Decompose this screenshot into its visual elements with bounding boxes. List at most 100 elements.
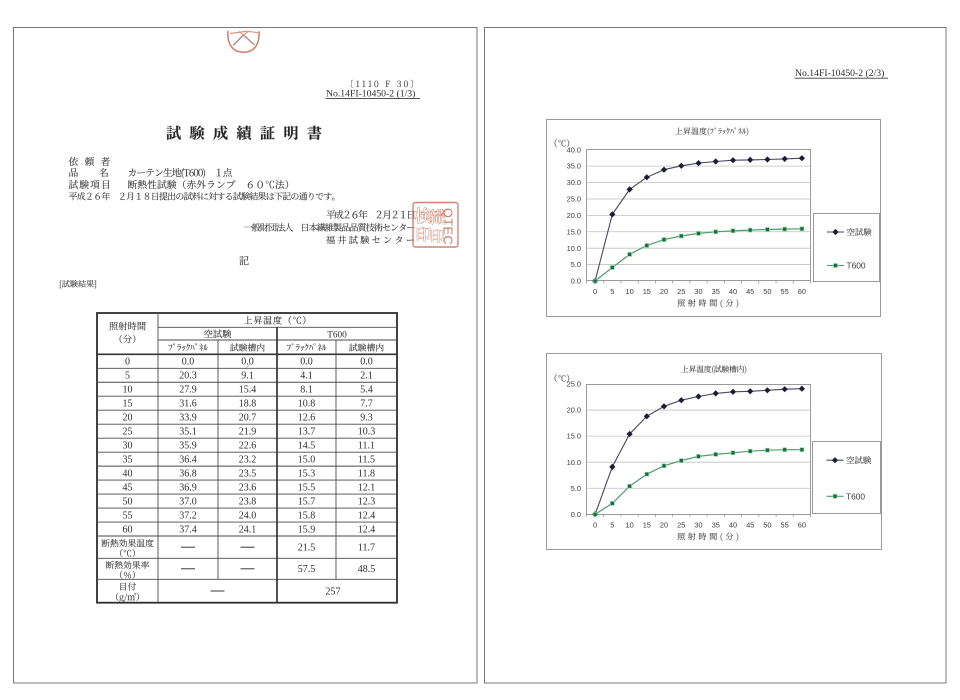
svg-text:0.0: 0.0 [571,510,581,519]
svg-text:35.0: 35.0 [567,162,581,171]
svg-text:12.1: 12.1 [358,482,376,493]
svg-text:20: 20 [660,287,668,296]
svg-text:40: 40 [729,287,737,296]
svg-text:30.0: 30.0 [567,178,581,187]
svg-text:5: 5 [125,371,130,382]
svg-text:11.8: 11.8 [358,469,375,480]
svg-text:14.5: 14.5 [298,441,316,452]
svg-text:15.9: 15.9 [298,524,316,535]
svg-text:5.0: 5.0 [571,484,581,493]
svg-text:30: 30 [694,287,702,296]
svg-text:21.5: 21.5 [298,543,316,554]
svg-text:10.0: 10.0 [567,458,581,467]
svg-text:15.5: 15.5 [298,482,316,493]
svg-text:20.7: 20.7 [239,413,257,424]
svg-text:4.1: 4.1 [300,371,313,382]
svg-text:8.1: 8.1 [300,385,313,396]
svg-text:33.9: 33.9 [179,413,197,424]
svg-text:30: 30 [694,521,702,530]
svg-text:20: 20 [123,413,133,424]
svg-text:15.7: 15.7 [298,496,316,507]
svg-text:12.4: 12.4 [358,510,376,521]
svg-text:9.3: 9.3 [360,413,373,424]
svg-text:0: 0 [593,521,597,530]
svg-text:50: 50 [763,521,771,530]
svg-text:5: 5 [610,521,614,530]
svg-text:55: 55 [781,287,789,296]
svg-text:60: 60 [798,521,806,530]
svg-text:21.9: 21.9 [239,427,257,438]
svg-text:0: 0 [125,357,130,368]
svg-text:5: 5 [610,287,614,296]
svg-text:55: 55 [781,521,789,530]
svg-text:20.3: 20.3 [179,371,197,382]
svg-text:15.0: 15.0 [567,432,581,441]
svg-text:11.7: 11.7 [358,543,375,554]
svg-text:7.7: 7.7 [360,399,373,410]
svg-text:25.0: 25.0 [567,380,581,389]
svg-text:0: 0 [593,287,597,296]
svg-text:10: 10 [625,287,633,296]
svg-text:31.6: 31.6 [179,399,197,410]
svg-text:0.0: 0.0 [360,357,373,368]
svg-text:36.9: 36.9 [179,482,197,493]
svg-text:15.0: 15.0 [567,227,581,236]
svg-text:20: 20 [660,521,668,530]
svg-text:T600: T600 [846,491,865,501]
svg-text:35: 35 [123,455,133,466]
svg-text:37.0: 37.0 [179,496,197,507]
svg-text:25: 25 [677,521,685,530]
svg-text:10: 10 [123,385,133,396]
svg-text:T600: T600 [847,261,866,271]
svg-text:12.3: 12.3 [358,496,376,507]
svg-text:15: 15 [643,287,651,296]
svg-text:60: 60 [798,287,806,296]
svg-text:12.6: 12.6 [298,413,316,424]
svg-text:15.0: 15.0 [298,455,316,466]
svg-text:15.3: 15.3 [298,469,316,480]
svg-text:9.1: 9.1 [241,371,254,382]
svg-text:37.2: 37.2 [179,510,197,521]
svg-text:48.5: 48.5 [358,564,376,575]
svg-text:25: 25 [677,287,685,296]
svg-text:11.1: 11.1 [358,441,375,452]
svg-text:20.0: 20.0 [567,406,581,415]
svg-text:23.2: 23.2 [239,455,257,466]
svg-text:10.3: 10.3 [358,427,376,438]
svg-text:30: 30 [123,441,133,452]
svg-text:45: 45 [746,521,754,530]
svg-text:15: 15 [123,399,133,410]
svg-text:11.5: 11.5 [358,455,375,466]
svg-text:20.0: 20.0 [567,211,581,220]
svg-text:55: 55 [123,510,133,521]
svg-text:10.8: 10.8 [298,399,316,410]
svg-text:40: 40 [123,469,133,480]
svg-text:27.9: 27.9 [179,385,197,396]
svg-text:T600: T600 [327,330,347,340]
svg-text:0.0: 0.0 [571,277,581,286]
svg-text:36.4: 36.4 [179,455,197,466]
svg-text:25: 25 [123,427,133,438]
svg-text:35.9: 35.9 [179,441,197,452]
svg-text:35: 35 [712,287,720,296]
svg-text:57.5: 57.5 [298,564,316,575]
svg-text:22.6: 22.6 [239,441,257,452]
svg-text:23.8: 23.8 [239,496,257,507]
svg-text:5.4: 5.4 [360,385,373,396]
svg-text:24.1: 24.1 [239,524,257,535]
svg-text:23.5: 23.5 [239,469,257,480]
svg-text:37.4: 37.4 [179,524,197,535]
svg-text:18.8: 18.8 [239,399,257,410]
svg-text:2.1: 2.1 [360,371,373,382]
svg-text:23.6: 23.6 [239,482,257,493]
svg-text:45: 45 [123,482,133,493]
svg-text:45: 45 [746,287,754,296]
svg-text:0.0: 0.0 [241,357,254,368]
svg-text:35.1: 35.1 [179,427,197,438]
svg-text:36.8: 36.8 [179,469,197,480]
svg-text:257: 257 [326,586,341,597]
svg-text:15.4: 15.4 [239,385,257,396]
svg-text:15: 15 [643,521,651,530]
svg-text:10: 10 [625,521,633,530]
svg-text:10.0: 10.0 [567,244,581,253]
